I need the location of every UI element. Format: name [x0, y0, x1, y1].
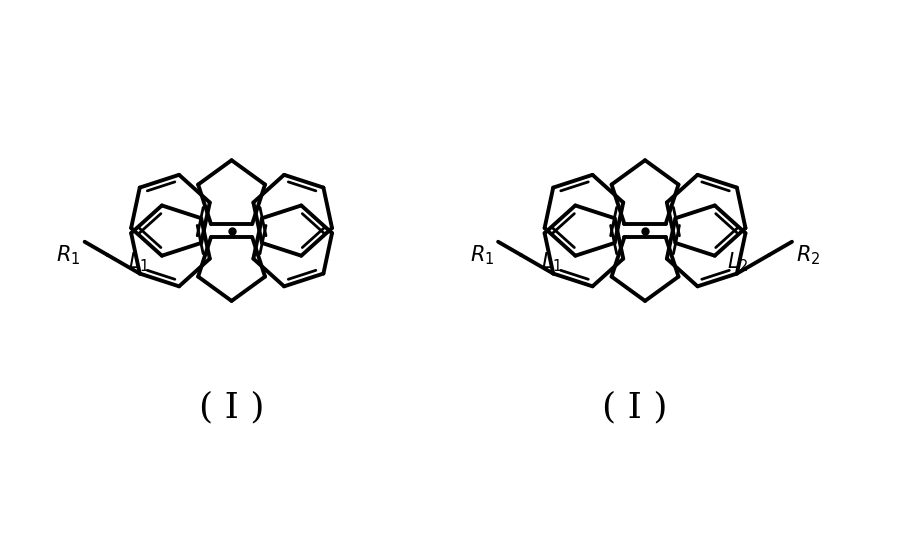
Text: $R_1$: $R_1$: [470, 244, 495, 268]
Text: $R_1$: $R_1$: [57, 244, 81, 268]
Text: ( I ): ( I ): [199, 391, 265, 425]
Text: $L_1$: $L_1$: [541, 250, 562, 274]
Text: $L_1$: $L_1$: [128, 250, 149, 274]
Text: ( Ⅰ ): ( Ⅰ ): [603, 391, 668, 425]
Text: $R_2$: $R_2$: [796, 244, 820, 268]
Text: $L_2$: $L_2$: [727, 250, 748, 274]
